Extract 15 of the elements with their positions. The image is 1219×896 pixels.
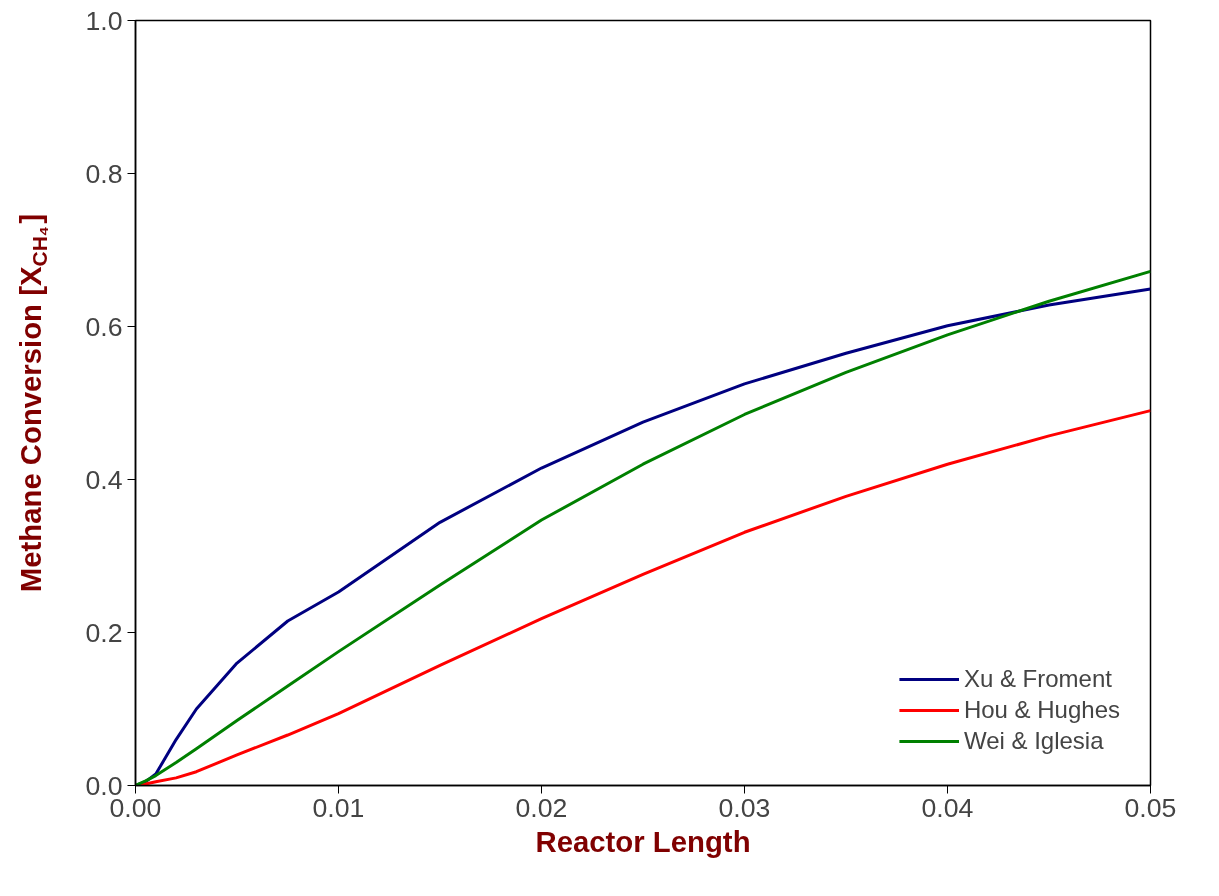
legend-label: Xu & Froment	[963, 665, 1112, 693]
y-axis-title: Methane Conversion [XCH₄]	[14, 213, 51, 593]
x-tick-label: 0.02	[515, 792, 568, 823]
y-tick-label: 1.0	[85, 5, 123, 36]
x-tick-label: 0.04	[921, 792, 974, 823]
y-tick-label: 0.4	[85, 464, 123, 495]
y-tick-label: 0.2	[85, 617, 123, 648]
y-tick-label: 0.8	[85, 158, 123, 189]
x-tick-label: 0.01	[312, 792, 365, 823]
y-tick-label: 0.6	[85, 311, 123, 342]
x-tick-label: 0.03	[718, 792, 771, 823]
x-axis-title: Reactor Length	[535, 824, 751, 858]
legend-label: Wei & Iglesia	[963, 727, 1104, 755]
x-tick-label: 0.05	[1124, 792, 1177, 823]
legend-label: Hou & Hughes	[963, 696, 1120, 724]
